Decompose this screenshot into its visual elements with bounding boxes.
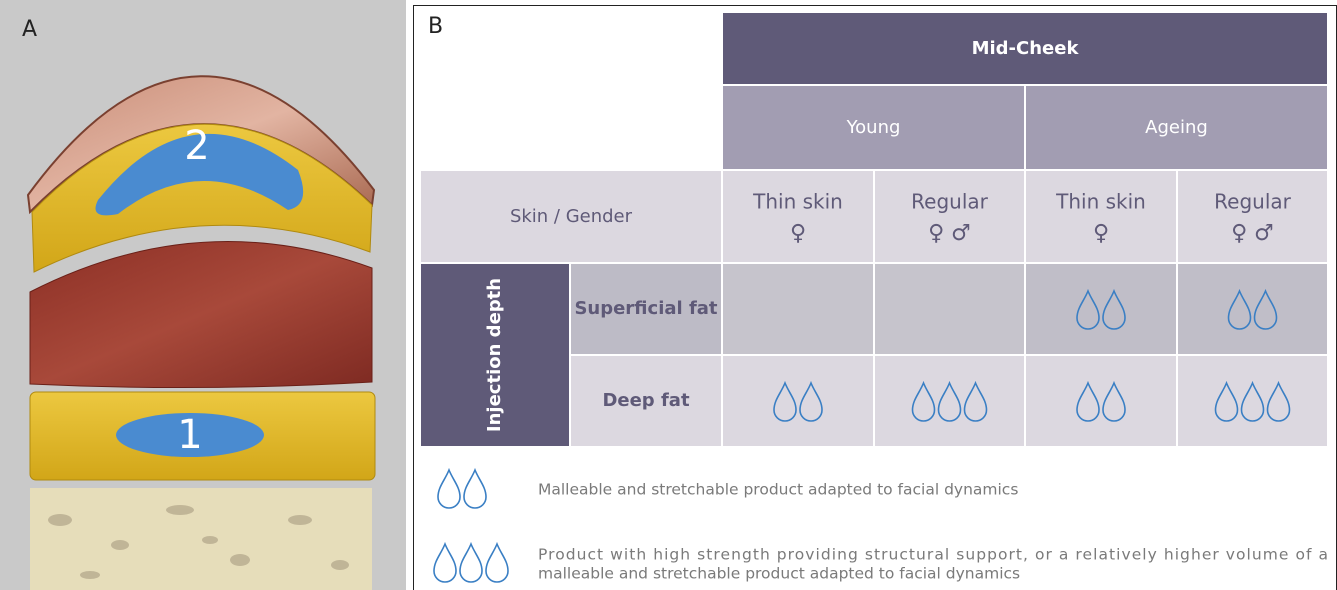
zone-label: 1 <box>177 412 202 458</box>
cell-text: Thin skin <box>752 190 843 214</box>
cell-text: Mid-Cheek <box>972 38 1080 59</box>
table-cell <box>1177 355 1328 447</box>
table-cell <box>874 355 1025 447</box>
table-cell <box>722 263 874 355</box>
table-cell <box>874 170 1025 263</box>
table-cell <box>722 355 874 447</box>
table-cell <box>1025 170 1177 263</box>
zone-label: 2 <box>184 123 209 169</box>
cell-text: Thin skin <box>1055 190 1146 214</box>
legend-text: Product with high strength providing str… <box>538 546 1328 564</box>
table-cell <box>1177 263 1328 355</box>
panel-label: B <box>428 14 443 39</box>
page: {"panel_a":{"label":"A","markers":["2","… <box>0 0 1337 590</box>
cell-text: Superficial fat <box>574 298 717 319</box>
table-cell <box>1177 170 1328 263</box>
legend-text: malleable and stretchable product adapte… <box>538 565 1020 583</box>
cell-text: ♀ <box>1093 221 1109 246</box>
cell-text: ♀ ♂ <box>1231 221 1274 246</box>
table-cell <box>722 170 874 263</box>
cell-text: Regular <box>911 190 988 214</box>
cell-text: Young <box>846 117 901 138</box>
table-cell <box>874 263 1025 355</box>
table-cell <box>1025 355 1177 447</box>
cell-text: Regular <box>1214 190 1291 214</box>
cell-text: Deep fat <box>602 390 689 411</box>
cell-text: Skin / Gender <box>510 206 633 227</box>
legend-text: Malleable and stretchable product adapte… <box>538 481 1018 499</box>
panel-label: A <box>22 17 37 42</box>
table-cell <box>1025 263 1177 355</box>
cell-text: Injection depth <box>484 278 505 432</box>
cell-text: ♀ <box>790 221 806 246</box>
cell-text: ♀ ♂ <box>928 221 971 246</box>
figure: 2 1 A B Mid-Cheek Young Ageing Skin / Gende… <box>0 0 1337 590</box>
cell-text: Ageing <box>1145 117 1208 138</box>
